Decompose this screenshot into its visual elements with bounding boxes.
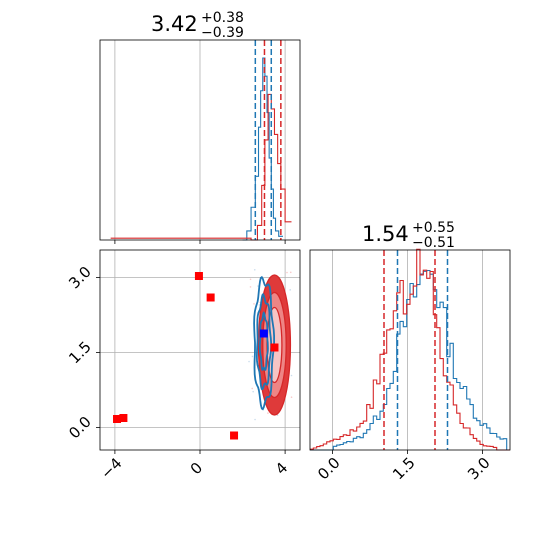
right-x-tick-label-1: 1.5 bbox=[389, 454, 419, 484]
main-sample-dot-6 bbox=[276, 414, 279, 417]
main-y-tick-label-0: 0.0 bbox=[65, 413, 95, 443]
main-sample-dot-21 bbox=[249, 278, 252, 281]
main-sample-dot-28 bbox=[248, 360, 250, 363]
main-x-tick-label-1: 0 bbox=[187, 459, 206, 478]
main-y-tick-label-1: 1.5 bbox=[65, 338, 95, 368]
main-sample-dot-3 bbox=[249, 286, 252, 288]
main-sample-dot-38 bbox=[289, 289, 291, 291]
red-square-marker-3 bbox=[119, 414, 128, 422]
blue-square-marker-6 bbox=[259, 329, 268, 338]
right-hist-series-0 bbox=[310, 269, 510, 451]
blue-contour-level-0 bbox=[258, 311, 269, 371]
red-square-marker-4 bbox=[230, 431, 239, 440]
blue-contour-level-2 bbox=[253, 275, 275, 411]
main-sample-dot-19 bbox=[253, 303, 255, 305]
main-sample-dot-11 bbox=[289, 271, 292, 274]
right-x-tick-label-0: 0.0 bbox=[314, 454, 344, 484]
top-hist-title-minus: −0.39 bbox=[201, 25, 244, 41]
main-sample-dot-1 bbox=[251, 387, 254, 390]
red-square-marker-2 bbox=[113, 415, 122, 423]
right-hist-frame bbox=[309, 249, 511, 451]
red-square-marker-1 bbox=[206, 293, 215, 302]
red-square-marker-5 bbox=[270, 343, 279, 352]
main-x-tick-label-2: 4 bbox=[272, 459, 291, 478]
main-frame bbox=[99, 249, 301, 451]
main-x-tick-label-0: −4 bbox=[97, 454, 125, 482]
red-square-marker-0 bbox=[194, 272, 203, 280]
main-sample-dot-12 bbox=[251, 355, 254, 358]
right-histogram-panel: 0.0 1.5 3.0 bbox=[309, 248, 511, 484]
top-hist-frame bbox=[99, 39, 301, 241]
right-hist-title-plus: +0.55 bbox=[412, 220, 455, 236]
right-x-tick-label-2: 3.0 bbox=[464, 454, 494, 484]
main-sample-dot-26 bbox=[252, 390, 254, 393]
right-hist-title-minus: −0.51 bbox=[412, 235, 455, 251]
contour-panel: −4 0 4 0.0 1.5 3.0 bbox=[65, 249, 301, 483]
main-sample-dot-30 bbox=[290, 374, 293, 377]
top-hist-title-value: 3.42 bbox=[151, 12, 198, 36]
blue-contour-level-1 bbox=[255, 292, 272, 391]
main-sample-dot-16 bbox=[253, 269, 256, 271]
main-sample-dot-36 bbox=[258, 304, 261, 306]
top-hist-series-0 bbox=[242, 57, 283, 241]
main-y-tick-label-2: 3.0 bbox=[65, 263, 95, 293]
main-sample-dot-10 bbox=[254, 418, 256, 421]
main-sample-dot-22 bbox=[257, 285, 259, 287]
right-hist-title-value: 1.54 bbox=[362, 222, 409, 246]
main-sample-dot-37 bbox=[286, 271, 288, 274]
main-sample-dot-13 bbox=[290, 396, 293, 399]
right-hist-series-1 bbox=[310, 248, 510, 451]
top-hist-title-plus: +0.38 bbox=[201, 10, 244, 26]
top-histogram-panel bbox=[99, 39, 301, 244]
main-sample-dot-27 bbox=[267, 412, 269, 414]
